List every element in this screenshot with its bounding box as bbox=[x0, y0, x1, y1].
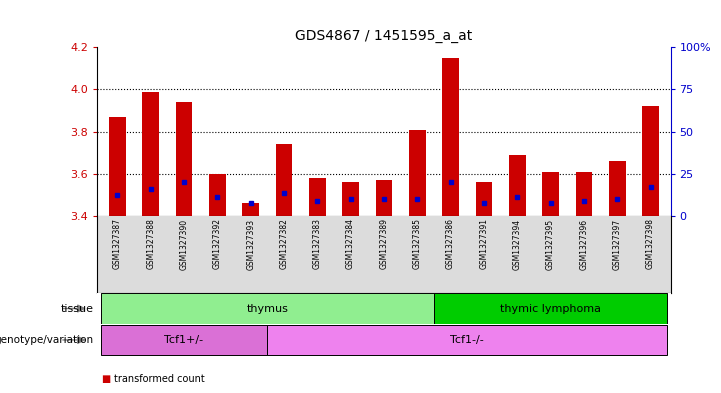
Text: GSM1327390: GSM1327390 bbox=[180, 219, 188, 270]
Bar bbox=[267, 325, 667, 355]
Bar bbox=[542, 172, 559, 216]
Text: GSM1327397: GSM1327397 bbox=[613, 219, 622, 270]
Bar bbox=[109, 117, 125, 216]
Text: GSM1327383: GSM1327383 bbox=[313, 219, 322, 270]
Text: GSM1327382: GSM1327382 bbox=[280, 219, 288, 269]
Bar bbox=[101, 294, 434, 323]
Text: GSM1327393: GSM1327393 bbox=[246, 219, 255, 270]
Text: GSM1327384: GSM1327384 bbox=[346, 219, 355, 270]
Bar bbox=[509, 155, 526, 216]
Bar bbox=[642, 106, 659, 216]
Text: GSM1327388: GSM1327388 bbox=[146, 219, 155, 269]
Text: genotype/variation: genotype/variation bbox=[0, 335, 94, 345]
Bar bbox=[376, 180, 392, 216]
Text: ■: ■ bbox=[101, 374, 110, 384]
Text: thymic lymphoma: thymic lymphoma bbox=[500, 303, 601, 314]
Bar bbox=[209, 174, 226, 216]
Text: GSM1327389: GSM1327389 bbox=[379, 219, 389, 270]
Bar bbox=[442, 58, 459, 216]
Text: GSM1327385: GSM1327385 bbox=[412, 219, 422, 270]
Bar bbox=[342, 182, 359, 216]
Text: GDS4867 / 1451595_a_at: GDS4867 / 1451595_a_at bbox=[296, 29, 472, 43]
Text: thymus: thymus bbox=[247, 303, 288, 314]
Text: GSM1327387: GSM1327387 bbox=[112, 219, 122, 270]
Bar bbox=[242, 204, 259, 216]
Text: GSM1327386: GSM1327386 bbox=[446, 219, 455, 270]
Bar bbox=[434, 294, 667, 323]
Text: GSM1327394: GSM1327394 bbox=[513, 219, 522, 270]
Bar bbox=[476, 182, 492, 216]
Text: GSM1327395: GSM1327395 bbox=[546, 219, 555, 270]
Text: Tcf1-/-: Tcf1-/- bbox=[451, 335, 484, 345]
Text: transformed count: transformed count bbox=[114, 374, 205, 384]
Bar bbox=[575, 172, 592, 216]
Text: GSM1327396: GSM1327396 bbox=[580, 219, 588, 270]
Text: GSM1327391: GSM1327391 bbox=[479, 219, 488, 270]
Bar bbox=[409, 130, 425, 216]
Text: GSM1327398: GSM1327398 bbox=[646, 219, 655, 270]
Text: Tcf1+/-: Tcf1+/- bbox=[164, 335, 203, 345]
Text: GSM1327392: GSM1327392 bbox=[213, 219, 222, 270]
Bar bbox=[609, 161, 626, 216]
Bar bbox=[309, 178, 326, 216]
Bar bbox=[176, 102, 193, 216]
Bar bbox=[101, 325, 267, 355]
Text: tissue: tissue bbox=[61, 303, 94, 314]
Bar bbox=[142, 92, 159, 216]
Bar bbox=[275, 144, 292, 216]
